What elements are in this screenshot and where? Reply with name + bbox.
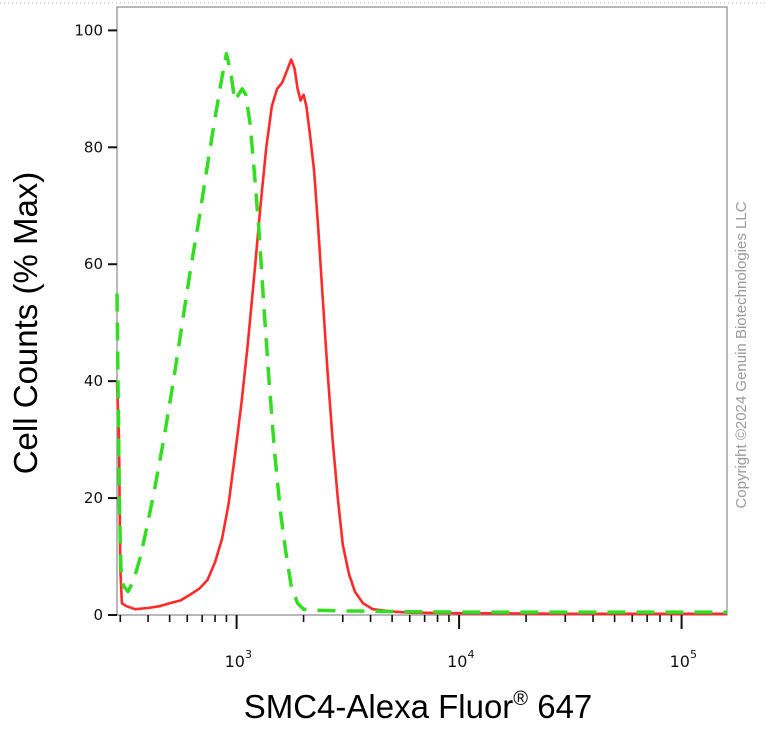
y-tick-label: 100 (74, 21, 103, 39)
y-tick-label: 80 (84, 138, 103, 156)
x-axis-title-sup: ® (513, 688, 528, 710)
isotype-control-curve (115, 52, 727, 614)
x-axis: 103 104 105 (119, 615, 697, 671)
series-layer (115, 52, 727, 616)
y-tick-label: 0 (93, 606, 103, 624)
x-axis-title-tail: 647 (528, 688, 592, 725)
y-axis: 0 20 40 60 80 100 (74, 21, 117, 624)
y-axis-title: Cell Counts (% Max) (7, 172, 44, 475)
x-axis-title-main: SMC4-Alexa Fluor (244, 688, 514, 725)
y-tick-label: 20 (84, 489, 103, 507)
copyright-text: Copyright ©2024 Genuin Biotechnologies L… (733, 201, 750, 508)
x-tick-label: 104 (447, 648, 474, 671)
y-tick-label: 40 (84, 372, 103, 390)
smc4-sample-curve (115, 58, 727, 616)
y-tick-label: 60 (84, 255, 103, 273)
plot-frame (116, 6, 728, 616)
x-tick-label: 105 (670, 648, 697, 671)
x-tick-label: 103 (225, 648, 252, 671)
x-axis-title: SMC4-Alexa Fluor® 647 (244, 688, 593, 725)
